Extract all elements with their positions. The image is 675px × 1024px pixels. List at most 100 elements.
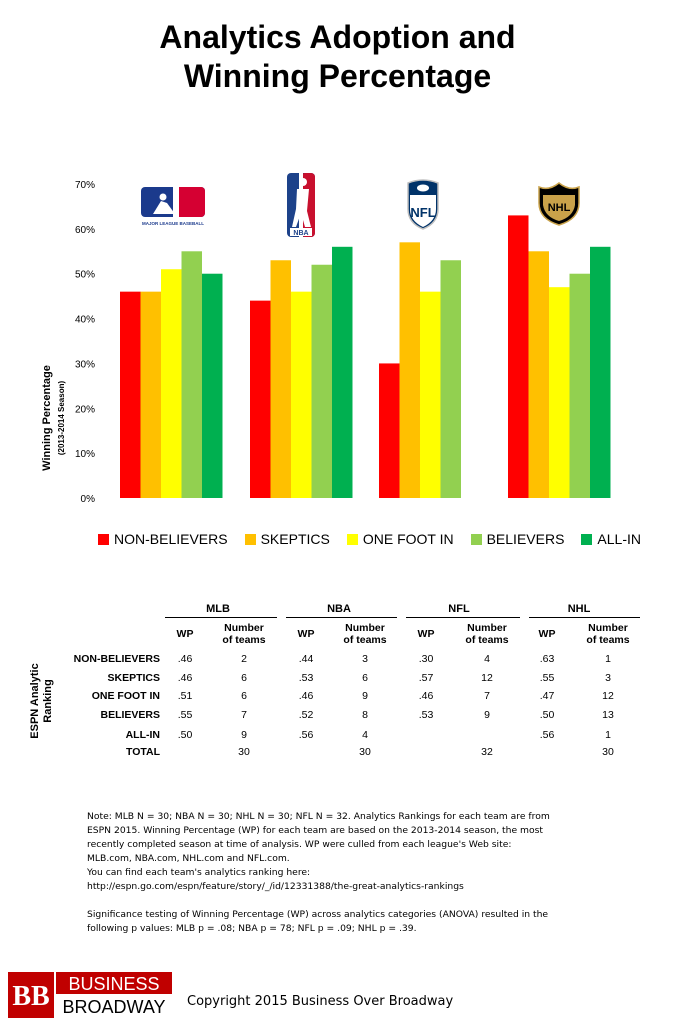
title-line-1: Analytics Adoption and — [159, 19, 516, 55]
legend-item: BELIEVERS — [470, 531, 564, 547]
bar-mlb-non-believers — [120, 291, 141, 498]
y-tick-label: 40% — [75, 315, 95, 326]
note-line: recently completed season at time of ana… — [87, 839, 512, 850]
table-cell: .53 — [418, 709, 434, 721]
nfl-logo: NFL — [407, 179, 439, 230]
y-tick-label: 30% — [75, 359, 95, 370]
nhl-logo-text: NHL — [548, 202, 571, 214]
logo-line-2: BROADWAY — [62, 997, 165, 1017]
table-cell: 9 — [484, 709, 490, 721]
legend-swatch — [581, 533, 593, 545]
table-cell: 3 — [605, 672, 611, 684]
logo-line-1: BUSINESS — [68, 974, 159, 994]
chart-title: Analytics Adoption and Winning Percentag… — [0, 18, 675, 96]
table-cell: .46 — [418, 690, 434, 702]
bar-nfl-skeptics — [399, 242, 420, 498]
legend-item: ONE FOOT IN — [346, 531, 454, 547]
bar-nfl-believers — [440, 260, 461, 498]
nfl-logo-text: NFL — [410, 205, 435, 220]
table-cell: 4 — [362, 729, 368, 741]
bar-nhl-one-foot-in — [549, 287, 570, 498]
nba-logo: NBA — [287, 173, 315, 237]
row-label: ALL-IN — [125, 729, 160, 741]
table-cell: 12 — [602, 690, 614, 702]
table-cell: 4 — [484, 653, 490, 665]
number-of-teams-header: Number of teams — [586, 622, 630, 646]
y-tick-label: 50% — [75, 270, 95, 281]
bar-nba-all-in — [332, 246, 353, 498]
note-line: Note: MLB N = 30; NBA N = 30; NHL N = 30… — [87, 811, 550, 822]
wp-header: WP — [417, 628, 435, 640]
number-of-teams-header: Number of teams — [343, 622, 387, 646]
bar-mlb-skeptics — [140, 291, 161, 498]
legend-item: SKEPTICS — [244, 531, 330, 547]
table-cell: 32 — [481, 746, 493, 758]
table-cell: 9 — [241, 729, 247, 741]
note-line: following p values: MLB p = .08; NBA p =… — [87, 923, 417, 934]
table-cell: 6 — [241, 672, 247, 684]
y-tick-label: 70% — [75, 180, 95, 191]
legend-label: NON-BELIEVERS — [114, 531, 228, 547]
row-label: NON-BELIEVERS — [73, 653, 160, 665]
note-line: ESPN 2015. Winning Percentage (WP) for e… — [87, 825, 543, 836]
wp-header: WP — [538, 628, 556, 640]
table-cell: 9 — [362, 690, 368, 702]
y-tick-label: 20% — [75, 404, 95, 415]
legend-swatch — [470, 533, 482, 545]
bar-nfl-one-foot-in — [420, 291, 441, 498]
legend-item: NON-BELIEVERS — [98, 531, 228, 547]
bar-mlb-all-in — [202, 273, 223, 498]
table-cell: 6 — [241, 690, 247, 702]
table-cell: .57 — [418, 672, 434, 684]
table-cell: 8 — [362, 709, 368, 721]
legend-swatch — [244, 533, 256, 545]
legend-swatch — [346, 533, 358, 545]
nba-logo-text: NBA — [293, 230, 308, 237]
y-axis-subtitle: (2013-2014 Season) — [57, 381, 66, 456]
bar-nhl-believers — [569, 273, 590, 498]
table-cell: 1 — [605, 653, 611, 665]
table-cell: 30 — [238, 746, 250, 758]
league-underline — [406, 617, 520, 618]
bar-chart: 0% 10% 20% 30% 40% 50% 60% 70% MAJOR LEAGUE BAS… — [41, 173, 611, 505]
bar-nfl-non-believers — [379, 363, 400, 498]
note-link[interactable]: http://espn.go.com/espn/feature/story/_/… — [87, 881, 464, 892]
nhl-logo: NHL — [538, 182, 580, 226]
table-cell: .51 — [177, 690, 193, 702]
data-table: ESPN Analytic Ranking MLB WP Number of team… — [29, 603, 640, 758]
mlb-logo: MAJOR LEAGUE BASEBALL — [141, 187, 205, 226]
table-cell: 13 — [602, 709, 614, 721]
row-label: TOTAL — [125, 746, 160, 758]
legend-label: SKEPTICS — [260, 531, 330, 547]
row-label: SKEPTICS — [107, 672, 160, 684]
business-broadway-logo: BB BUSINESS BROADWAY — [8, 972, 172, 1018]
table-cell: .63 — [539, 653, 555, 665]
bar-mlb-believers — [181, 251, 202, 498]
title-line-2: Winning Percentage — [183, 58, 492, 94]
bar-mlb-one-foot-in — [161, 269, 182, 498]
table-cell: .56 — [298, 729, 314, 741]
bar-nhl-skeptics — [528, 251, 549, 498]
table-cell: .46 — [177, 653, 193, 665]
table-cell: .30 — [418, 653, 434, 665]
bar-nhl-all-in — [590, 246, 611, 498]
chart-legend: NON-BELIEVERS SKEPTICS ONE FOOT IN BELIEVER… — [98, 529, 658, 549]
table-cell: .50 — [539, 709, 555, 721]
table-cell: 7 — [484, 690, 490, 702]
logo-letters: BB — [12, 981, 49, 1012]
wp-header: WP — [176, 628, 194, 640]
table-cell: .46 — [177, 672, 193, 684]
table-cell: .56 — [539, 729, 555, 741]
table-cell: 7 — [241, 709, 247, 721]
legend-label: ALL-IN — [597, 531, 641, 547]
table-cell: .44 — [298, 653, 314, 665]
bar-nba-one-foot-in — [291, 291, 312, 498]
league-header: NBA — [327, 603, 351, 615]
y-tick-label: 60% — [75, 225, 95, 236]
table-cell: .47 — [539, 690, 555, 702]
row-label: ONE FOOT IN — [91, 690, 160, 702]
table-cell: .53 — [298, 672, 314, 684]
table-cell: 30 — [359, 746, 371, 758]
legend-swatch — [98, 533, 109, 545]
note-line: MLB.com, NBA.com, NHL.com and NFL.com. — [87, 853, 290, 864]
